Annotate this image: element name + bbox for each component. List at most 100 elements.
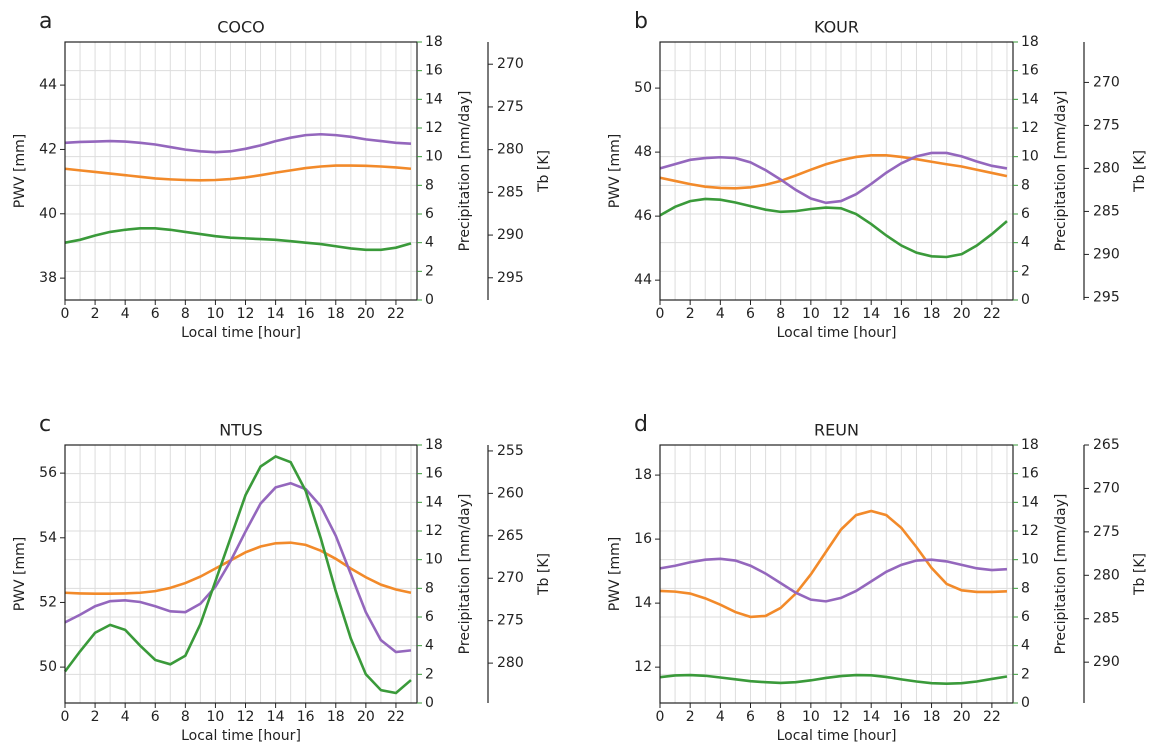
- y3-tick-label: 295: [1093, 289, 1120, 305]
- x-tick-label: 8: [181, 306, 190, 322]
- y2-tick-label: 8: [1021, 580, 1030, 596]
- data-line: [659, 151, 1008, 205]
- x-tick-label: 10: [207, 306, 225, 322]
- y2-tick-label: 0: [425, 695, 434, 711]
- y2-tick-label: 2: [1021, 263, 1030, 279]
- y3-tick-label: 270: [497, 570, 524, 586]
- x-tick-label: 14: [267, 306, 285, 322]
- y-tick-label: 14: [634, 595, 652, 611]
- y2-tick-label: 4: [425, 638, 434, 654]
- y3-tick-label: 290: [1093, 654, 1120, 670]
- data-line: [659, 673, 1008, 685]
- y-tick-label: 42: [39, 141, 57, 157]
- y2-tick-label: 16: [1021, 63, 1039, 79]
- y2-tick-label: 4: [1021, 638, 1030, 654]
- panel-label: a: [39, 9, 52, 34]
- x-tick-label: 4: [121, 709, 130, 725]
- panel-label: d: [634, 412, 648, 437]
- x-tick-label: 10: [802, 709, 820, 725]
- chart-title: NTUS: [219, 421, 263, 440]
- x-tick-label: 12: [832, 709, 850, 725]
- y2-tick-label: 12: [425, 523, 443, 539]
- x-tick-label: 20: [357, 306, 375, 322]
- y2-tick-label: 0: [1021, 292, 1030, 308]
- y2-tick-label: 6: [425, 206, 434, 222]
- panel-label: b: [634, 9, 648, 34]
- y2-tick-label: 4: [425, 235, 434, 251]
- y3-tick-label: 290: [1093, 246, 1120, 262]
- x-tick-label: 10: [207, 709, 225, 725]
- y3-tick-label: 275: [497, 99, 524, 115]
- x-tick-label: 16: [892, 306, 910, 322]
- y2-tick-label: 12: [1021, 523, 1039, 539]
- x-tick-label: 18: [327, 306, 345, 322]
- y-tick-label: 48: [634, 144, 652, 160]
- y2-tick-label: 16: [425, 466, 443, 482]
- chart-title: REUN: [814, 421, 859, 440]
- y-tick-label: 46: [634, 208, 652, 224]
- x-tick-label: 8: [776, 306, 785, 322]
- x-tick-label: 14: [267, 709, 285, 725]
- x-tick-label: 22: [387, 709, 405, 725]
- y3-tick-label: 285: [1093, 203, 1120, 219]
- x-tick-label: 16: [297, 306, 315, 322]
- y3-tick-label: 295: [497, 270, 524, 286]
- y-tick-label: 52: [39, 594, 57, 610]
- data-line: [64, 132, 412, 154]
- y2-tick-label: 8: [1021, 177, 1030, 193]
- y3-tick-label: 275: [1093, 524, 1120, 540]
- x-tick-label: 8: [181, 709, 190, 725]
- y2-tick-label: 18: [1021, 437, 1039, 453]
- y2-tick-label: 8: [425, 580, 434, 596]
- y-axis-label: PWV [mm]: [12, 134, 28, 209]
- y2-tick-label: 18: [425, 437, 443, 453]
- y2-tick-label: 18: [425, 34, 443, 50]
- y2-axis-label: Precipitation [mm/day]: [457, 91, 473, 252]
- y3-tick-label: 280: [497, 142, 524, 158]
- y2-tick-label: 6: [1021, 206, 1030, 222]
- data-line: [659, 557, 1008, 603]
- y-axis-label: PWV [mm]: [607, 134, 623, 209]
- y2-tick-label: 12: [425, 120, 443, 136]
- x-tick-label: 4: [716, 709, 725, 725]
- x-tick-label: 22: [983, 306, 1001, 322]
- y3-tick-label: 260: [497, 485, 524, 501]
- x-tick-label: 0: [656, 306, 665, 322]
- x-tick-label: 22: [983, 709, 1001, 725]
- y3-tick-label: 255: [497, 443, 524, 459]
- data-line: [64, 541, 412, 596]
- plot-frame: [64, 41, 418, 301]
- y3-tick-label: 275: [497, 613, 524, 629]
- x-axis-label: Local time [hour]: [181, 325, 301, 341]
- data-line: [64, 227, 412, 252]
- y3-tick-label: 265: [1093, 437, 1120, 453]
- x-tick-label: 4: [716, 306, 725, 322]
- y2-tick-label: 10: [425, 552, 443, 568]
- x-tick-label: 6: [746, 306, 755, 322]
- y2-tick-label: 2: [1021, 666, 1030, 682]
- x-tick-label: 16: [892, 709, 910, 725]
- x-tick-label: 8: [776, 709, 785, 725]
- x-tick-label: 14: [862, 306, 880, 322]
- y-tick-label: 56: [39, 465, 57, 481]
- y3-tick-label: 280: [497, 655, 524, 671]
- y-tick-label: 12: [634, 659, 652, 675]
- y2-tick-label: 6: [1021, 609, 1030, 625]
- y2-axis-label: Precipitation [mm/day]: [1053, 91, 1069, 252]
- x-tick-label: 22: [387, 306, 405, 322]
- y3-tick-label: 275: [1093, 117, 1120, 133]
- x-tick-label: 2: [91, 709, 100, 725]
- x-tick-label: 18: [923, 306, 941, 322]
- y2-axis-label: Precipitation [mm/day]: [457, 494, 473, 655]
- y-tick-label: 44: [39, 77, 57, 93]
- x-tick-label: 18: [923, 709, 941, 725]
- plot-frame: [659, 444, 1014, 704]
- x-axis-label: Local time [hour]: [777, 728, 897, 744]
- x-tick-label: 0: [61, 709, 70, 725]
- x-tick-label: 0: [656, 709, 665, 725]
- y2-tick-label: 6: [425, 609, 434, 625]
- x-tick-label: 20: [953, 709, 971, 725]
- y-axis-label: PWV [mm]: [12, 537, 28, 612]
- y3-tick-label: 265: [497, 528, 524, 544]
- y2-tick-label: 14: [425, 494, 443, 510]
